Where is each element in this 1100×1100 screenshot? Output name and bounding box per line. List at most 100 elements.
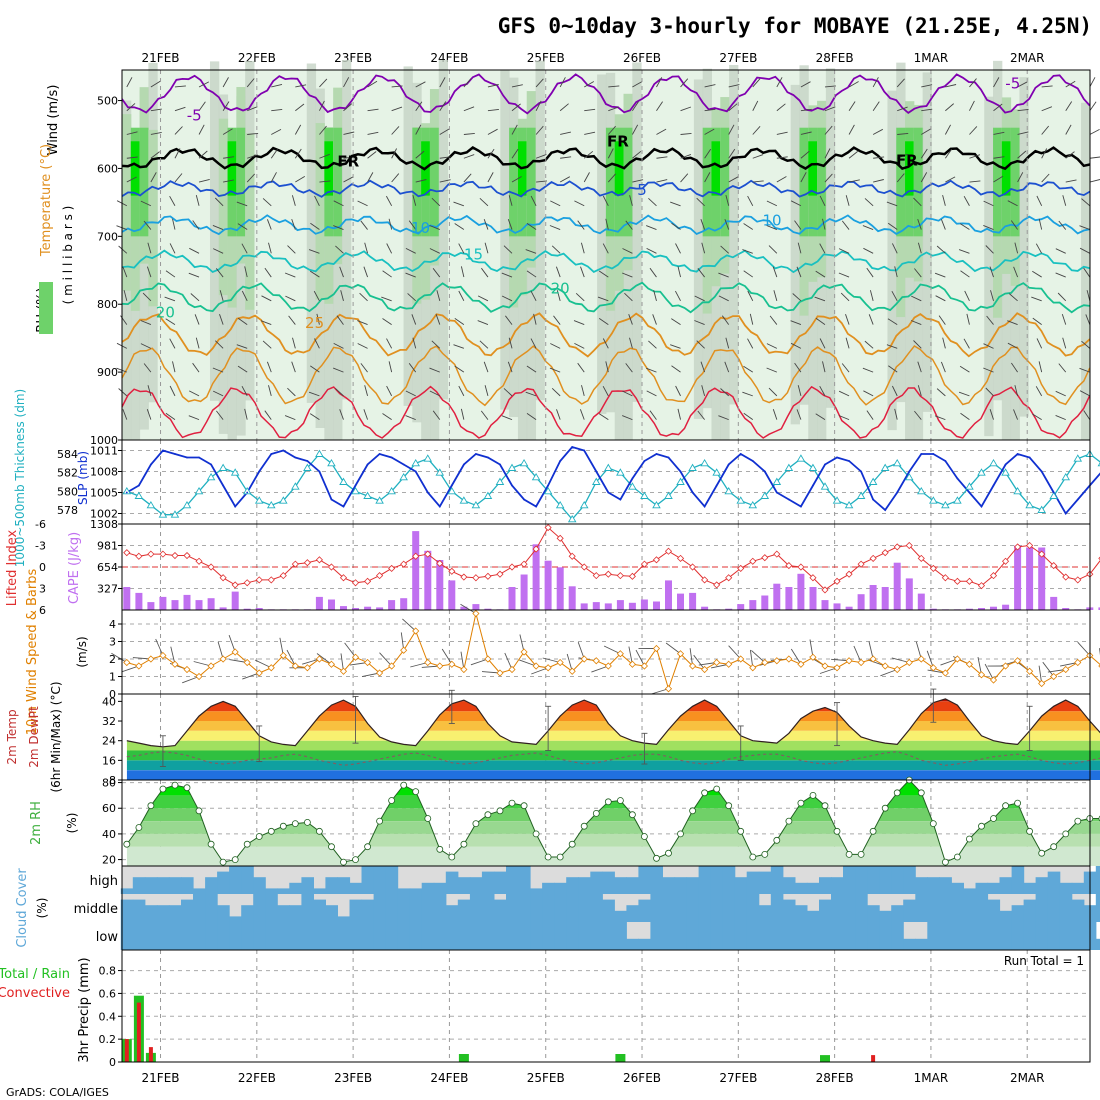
thickness-point [242, 486, 252, 495]
wind-barb [313, 290, 320, 302]
top-date-label: 21FEB [142, 51, 180, 65]
wind-barb [1010, 220, 1018, 230]
ylabel-rh2m: 2m RH [29, 801, 44, 845]
wind-barb [1017, 150, 1027, 159]
wind-barb [819, 195, 826, 206]
cloud-bar-middle [614, 910, 627, 922]
lifted-index-point [484, 572, 492, 580]
cloud-bar-high [518, 866, 531, 894]
lifted-index-point [592, 572, 600, 580]
wind-barb [1079, 367, 1090, 373]
cape-bar [568, 586, 576, 610]
wind-barb [122, 409, 128, 420]
wind-barb [118, 388, 128, 397]
cloud-bar-middle [506, 894, 519, 922]
wind-barb [1058, 220, 1067, 230]
ylabel-wind10m: 10m Wind Speed & Barbs [25, 569, 40, 736]
wind-barb [533, 313, 537, 325]
wind-barb [271, 129, 282, 135]
y-tick-label: 16 [102, 754, 116, 767]
wind-barb [648, 197, 657, 207]
wind-barb [549, 225, 561, 230]
cloud-bar-high [433, 882, 447, 894]
bottom-date-label: 21FEB [142, 1071, 180, 1085]
cloud-bar-low [241, 922, 254, 950]
thickness-point [483, 491, 493, 499]
wind-barb [743, 412, 754, 421]
cape-bar [821, 600, 829, 610]
y-tick-label: 800 [97, 298, 118, 311]
wind-barb [1007, 320, 1018, 326]
panel-background [122, 610, 1090, 694]
cape-bar [219, 607, 227, 610]
cloud-bar-low [481, 922, 495, 950]
wind-speed-point [388, 662, 396, 670]
wind-barb [481, 267, 489, 278]
wind-speed-point [917, 655, 925, 663]
wind-barb [632, 81, 643, 88]
thickness-point [339, 477, 348, 485]
rh-point [580, 822, 588, 830]
cloud-bar-high [782, 877, 796, 894]
wind-barb [841, 363, 850, 373]
wind-barb [1035, 386, 1043, 397]
wind-barb [800, 81, 811, 88]
cloud-bar-middle [879, 910, 892, 922]
ylabel-temperature: Temperature (°C) [39, 144, 54, 257]
cape-bar [701, 606, 709, 610]
thickness-tick-label: 580 [57, 485, 78, 498]
wind-barb [635, 649, 645, 667]
wind-barb [670, 201, 681, 207]
wind-barb [868, 314, 874, 325]
wind-barb [1089, 101, 1097, 111]
wind-barb [140, 200, 152, 207]
rh-shade-column [500, 70, 510, 410]
wind-barb [1062, 337, 1067, 349]
wind-barb [579, 409, 585, 420]
thickness-point [327, 458, 336, 467]
wind-barb [266, 219, 272, 230]
cloud-bar-low [746, 922, 760, 950]
wind-barb [487, 148, 495, 159]
wind-speed-point [303, 664, 311, 672]
wind-barb [701, 242, 706, 254]
thickness-point [808, 463, 818, 471]
slp-point [222, 484, 225, 487]
rh-shade-column [122, 114, 132, 291]
lifted-index-point [977, 582, 986, 590]
cape-bar [785, 587, 793, 610]
lifted-index-point [749, 557, 757, 565]
slp-point [812, 484, 814, 487]
cloud-bar-high [494, 871, 507, 894]
cloud-bar-middle [626, 905, 639, 922]
cloud-bar-low [445, 922, 459, 950]
cloud-bar-low [168, 922, 182, 950]
cloud-bar-middle [674, 894, 688, 922]
rh-point [219, 858, 227, 866]
cloud-bar-middle [1059, 894, 1073, 922]
thickness-point [640, 491, 649, 499]
wind-speed-point [448, 660, 456, 668]
wind-barb [319, 78, 328, 88]
cloud-bar-middle [385, 894, 399, 922]
rh-point [183, 784, 191, 792]
rh-point [604, 798, 612, 806]
slp-point [908, 470, 911, 473]
wind-barb [504, 652, 513, 670]
cloud-bar-high [758, 871, 772, 894]
wind-barb [405, 247, 416, 254]
wind-barb [891, 290, 898, 302]
wind-barb [247, 106, 258, 112]
wind-barb [431, 340, 441, 349]
cloud-bar-middle [132, 899, 146, 922]
wind-speed-point [821, 662, 829, 670]
rh-point [966, 835, 973, 843]
wind-barb [958, 249, 970, 254]
slp-point [775, 491, 778, 494]
wind-barb [728, 103, 738, 112]
wind-speed-point [135, 662, 143, 670]
y-tick-label: 1000 [90, 434, 118, 447]
wind-barb [364, 385, 368, 396]
wind-barb [963, 195, 970, 206]
